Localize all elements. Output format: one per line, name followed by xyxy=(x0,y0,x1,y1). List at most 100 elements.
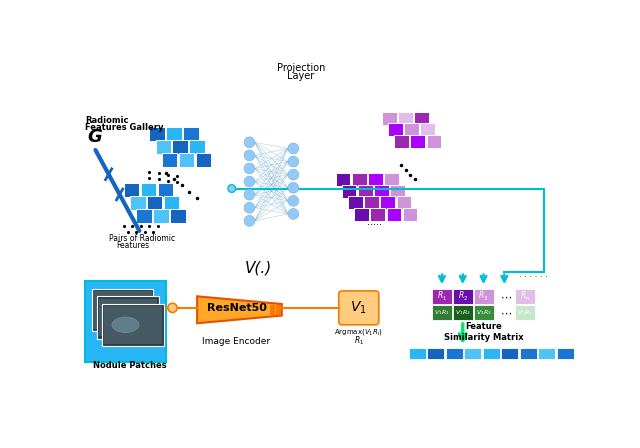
Text: Image Encoder: Image Encoder xyxy=(202,337,269,346)
Circle shape xyxy=(244,176,255,187)
Bar xyxy=(354,208,369,221)
Bar xyxy=(452,289,473,304)
Bar xyxy=(483,348,500,359)
Bar xyxy=(147,196,163,210)
Bar xyxy=(515,305,535,320)
Bar xyxy=(384,173,399,186)
Bar xyxy=(158,183,173,197)
Text: Features Gallery: Features Gallery xyxy=(86,123,164,132)
Circle shape xyxy=(228,185,236,192)
Bar xyxy=(348,196,363,209)
Bar xyxy=(515,289,535,304)
Bar xyxy=(170,209,186,223)
Text: $\cdots$: $\cdots$ xyxy=(500,291,512,302)
Text: Layer: Layer xyxy=(287,71,315,81)
Bar xyxy=(92,289,153,331)
Circle shape xyxy=(244,150,255,161)
Circle shape xyxy=(288,195,299,206)
Circle shape xyxy=(288,182,299,193)
Bar xyxy=(538,348,555,359)
Bar xyxy=(464,348,481,359)
Bar xyxy=(364,196,379,209)
Ellipse shape xyxy=(107,310,134,325)
Bar xyxy=(427,134,441,148)
Circle shape xyxy=(288,143,299,154)
Text: V(.): V(.) xyxy=(245,261,273,276)
Bar xyxy=(414,112,429,125)
Polygon shape xyxy=(197,296,282,323)
Text: Features: Features xyxy=(116,241,149,250)
Bar xyxy=(428,348,444,359)
Bar xyxy=(162,153,177,167)
Bar xyxy=(136,209,152,223)
Bar xyxy=(387,208,401,221)
Bar xyxy=(86,281,166,362)
Text: ResNet50: ResNet50 xyxy=(207,303,267,313)
FancyBboxPatch shape xyxy=(339,291,379,325)
Text: Radiomic: Radiomic xyxy=(86,116,129,125)
Circle shape xyxy=(244,215,255,226)
Bar xyxy=(102,304,164,346)
Bar xyxy=(446,348,463,359)
Text: G: G xyxy=(88,128,102,146)
Text: $\bar{R}_1$: $\bar{R}_1$ xyxy=(437,289,447,303)
Bar xyxy=(501,348,518,359)
Text: $\cdots$: $\cdots$ xyxy=(500,307,512,318)
Bar xyxy=(394,134,409,148)
Bar xyxy=(97,296,159,339)
Text: $R_1$: $R_1$ xyxy=(354,335,364,347)
Bar xyxy=(164,196,179,210)
Circle shape xyxy=(288,156,299,167)
Bar xyxy=(474,305,493,320)
Text: .....: ..... xyxy=(367,217,381,228)
Bar xyxy=(130,196,145,210)
Bar xyxy=(410,134,425,148)
Bar xyxy=(371,208,385,221)
Text: $V_1$: $V_1$ xyxy=(351,300,367,316)
Bar xyxy=(352,173,367,186)
Text: $V_1R_3$: $V_1R_3$ xyxy=(476,308,492,317)
Bar xyxy=(474,289,493,304)
Circle shape xyxy=(244,137,255,148)
Bar xyxy=(404,123,419,136)
Bar xyxy=(390,185,405,198)
Bar xyxy=(382,112,397,125)
Text: . . . . . .: . . . . . . xyxy=(519,270,548,279)
Ellipse shape xyxy=(112,317,139,332)
Bar xyxy=(93,291,152,329)
Circle shape xyxy=(288,169,299,180)
Bar xyxy=(432,305,452,320)
Bar xyxy=(172,140,188,154)
Bar xyxy=(141,183,156,197)
Bar xyxy=(276,305,281,315)
Circle shape xyxy=(244,202,255,213)
Text: Feature
Similarity Matrix: Feature Similarity Matrix xyxy=(444,323,524,342)
Bar xyxy=(124,183,140,197)
Bar xyxy=(388,123,403,136)
Text: $\bar{R}_n$: $\bar{R}_n$ xyxy=(520,289,531,303)
Bar xyxy=(420,123,435,136)
Bar xyxy=(520,348,537,359)
Bar xyxy=(557,348,573,359)
Text: Pairs of Radiomic: Pairs of Radiomic xyxy=(109,234,175,243)
Bar xyxy=(452,305,473,320)
Bar xyxy=(358,185,372,198)
Circle shape xyxy=(288,208,299,220)
Bar xyxy=(409,348,426,359)
Bar xyxy=(342,185,356,198)
Bar xyxy=(374,185,389,198)
Text: $\bar{R}_3$: $\bar{R}_3$ xyxy=(478,289,489,303)
Bar xyxy=(398,112,413,125)
Bar xyxy=(166,127,182,141)
Text: $V_1R_2$: $V_1R_2$ xyxy=(455,308,470,317)
Bar xyxy=(153,209,168,223)
Circle shape xyxy=(244,163,255,174)
Bar xyxy=(336,173,350,186)
Bar xyxy=(270,305,275,315)
Text: Projection: Projection xyxy=(277,63,325,73)
Bar xyxy=(183,127,198,141)
Ellipse shape xyxy=(101,302,128,317)
Bar xyxy=(99,299,157,336)
Circle shape xyxy=(244,189,255,200)
Bar xyxy=(156,140,171,154)
